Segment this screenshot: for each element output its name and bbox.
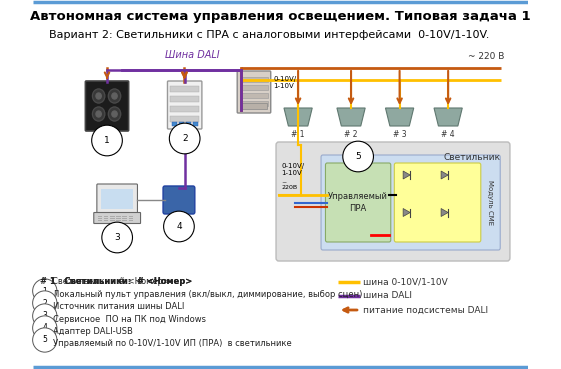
FancyBboxPatch shape	[94, 213, 141, 224]
Circle shape	[96, 111, 102, 117]
Text: ✦: ✦	[167, 215, 173, 224]
FancyBboxPatch shape	[97, 184, 137, 214]
Circle shape	[112, 111, 117, 117]
Bar	[172, 122, 177, 126]
Bar	[193, 122, 199, 126]
Text: Светильник: Светильник	[443, 153, 500, 162]
FancyBboxPatch shape	[85, 81, 128, 131]
Text: Автономная система управления освещением. Типовая задача 1: Автономная система управления освещением…	[30, 10, 531, 23]
Text: Сервисное  ПО на ПК под Windows: Сервисное ПО на ПК под Windows	[53, 315, 206, 324]
Text: 3: 3	[114, 233, 120, 242]
Bar	[98, 217, 102, 219]
Bar	[128, 220, 133, 221]
Text: Управляемый
ПРА: Управляемый ПРА	[328, 193, 388, 213]
Text: Шина DALI: Шина DALI	[165, 50, 219, 60]
Bar	[241, 103, 267, 109]
Polygon shape	[403, 208, 410, 217]
Text: Управляемый по 0-10V/1-10V ИП (ПРА)  в светильнике: Управляемый по 0-10V/1-10V ИП (ПРА) в св…	[53, 339, 292, 348]
Text: # 1   Светильники:  # <Номер>: # 1 Светильники: # <Номер>	[40, 277, 192, 286]
Polygon shape	[434, 108, 462, 126]
Bar	[240, 77, 268, 82]
Bar	[104, 217, 108, 219]
Text: 5: 5	[42, 335, 47, 345]
Text: 2: 2	[43, 299, 47, 307]
Bar	[170, 86, 199, 92]
Text: шина 0-10V/1-10V: шина 0-10V/1-10V	[362, 277, 447, 286]
FancyBboxPatch shape	[168, 81, 202, 129]
Text: # 1: # 1	[291, 130, 305, 139]
FancyBboxPatch shape	[163, 186, 195, 214]
Bar	[240, 101, 268, 106]
FancyBboxPatch shape	[325, 163, 391, 242]
Polygon shape	[403, 171, 410, 179]
Polygon shape	[441, 208, 448, 217]
Bar	[128, 217, 133, 219]
Text: Светильники:  # <Номер>: Светильники: # <Номер>	[52, 277, 170, 286]
Text: 4: 4	[42, 324, 47, 332]
Bar	[104, 220, 108, 221]
Bar	[116, 217, 121, 219]
Circle shape	[112, 93, 117, 99]
Circle shape	[96, 93, 102, 99]
Bar	[110, 217, 114, 219]
Text: 1: 1	[104, 136, 110, 145]
FancyBboxPatch shape	[394, 163, 481, 242]
Text: Вариант 2: Светильники с ПРА с аналоговыми интерфейсами  0-10V/1-10V.: Вариант 2: Светильники с ПРА с аналоговы…	[49, 30, 490, 40]
Bar	[110, 220, 114, 221]
Circle shape	[93, 89, 105, 103]
Bar	[179, 122, 184, 126]
Bar	[98, 215, 102, 217]
Text: Адаптер DALI-USB: Адаптер DALI-USB	[53, 327, 132, 336]
Bar	[128, 215, 133, 217]
Text: # 3: # 3	[393, 130, 406, 139]
Bar	[170, 116, 199, 122]
Bar	[240, 93, 268, 98]
Text: 3: 3	[42, 311, 47, 321]
Circle shape	[108, 107, 121, 121]
Bar	[122, 217, 127, 219]
Bar	[122, 220, 127, 221]
Text: 4: 4	[176, 222, 182, 231]
Text: Модуль СМЕ: Модуль СМЕ	[486, 180, 493, 225]
Polygon shape	[337, 108, 365, 126]
Bar	[170, 106, 199, 112]
Bar	[186, 122, 191, 126]
Text: шина DALI: шина DALI	[362, 292, 412, 300]
Text: 5: 5	[355, 152, 361, 161]
Text: Источник питания шины DALI: Источник питания шины DALI	[53, 302, 184, 311]
Circle shape	[93, 107, 105, 121]
Polygon shape	[385, 108, 413, 126]
Bar	[98, 220, 102, 221]
FancyBboxPatch shape	[321, 155, 500, 250]
Text: Локальный пульт управления (вкл/выкл, диммирование, выбор сцен): Локальный пульт управления (вкл/выкл, ди…	[53, 290, 362, 299]
Bar	[170, 96, 199, 102]
Bar	[102, 189, 133, 209]
Bar	[110, 215, 114, 217]
Polygon shape	[284, 108, 312, 126]
Circle shape	[108, 89, 121, 103]
Text: ~ 220 В: ~ 220 В	[468, 52, 505, 61]
Text: ~
220В: ~ 220В	[281, 180, 297, 190]
Text: # 2: # 2	[344, 130, 358, 139]
Polygon shape	[441, 171, 448, 179]
Bar	[116, 220, 121, 221]
FancyBboxPatch shape	[237, 71, 271, 113]
Text: # 4: # 4	[442, 130, 455, 139]
Bar	[116, 215, 121, 217]
Bar	[104, 215, 108, 217]
Bar	[122, 215, 127, 217]
Text: 0-10V/
1-10V: 0-10V/ 1-10V	[273, 76, 297, 89]
Text: 0-10V/
1-10V: 0-10V/ 1-10V	[281, 163, 305, 176]
FancyBboxPatch shape	[276, 142, 510, 261]
Text: 1: 1	[43, 286, 47, 296]
Text: # 1   Светильники:  # <Номер>: # 1 Светильники: # <Номер>	[40, 277, 192, 286]
Text: 2: 2	[182, 134, 187, 143]
Text: питание подсистемы DALI: питание подсистемы DALI	[362, 306, 488, 314]
Bar	[240, 85, 268, 90]
